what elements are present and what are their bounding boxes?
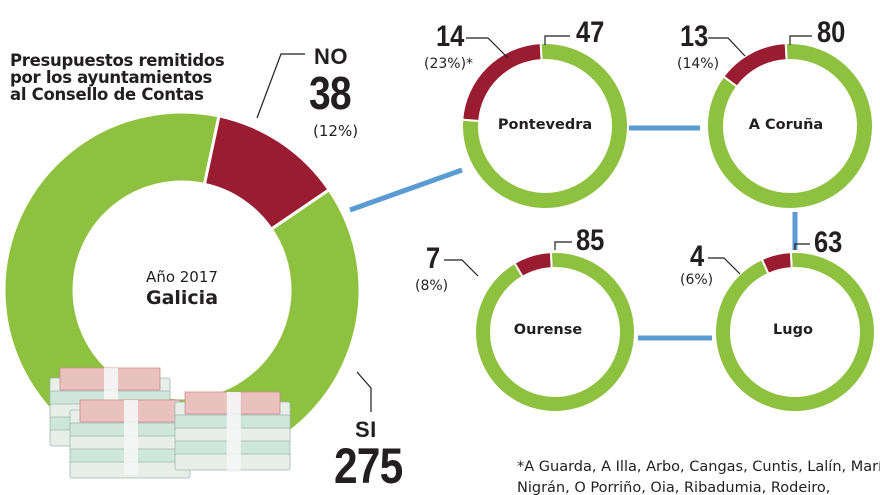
year-label: Año 2017 <box>146 268 218 286</box>
chart-title: Presupuestos remitidos por los ayuntamie… <box>10 51 225 104</box>
region-coruna: A Coruña <box>748 117 824 133</box>
connectors <box>349 125 798 341</box>
leader-line-lugo-no <box>708 257 741 275</box>
lugo-no-value: 4 <box>690 240 705 273</box>
pontevedra-si-value: 47 <box>576 16 605 49</box>
donut-pontevedra <box>461 42 629 210</box>
leader-line-si <box>356 371 372 412</box>
region-pontevedra: Pontevedra <box>497 117 593 133</box>
footnote-line: *A Guarda, A Illa, Arbo, Cangas, Cuntis,… <box>517 459 880 475</box>
slice-si <box>706 42 874 210</box>
footnote: *A Guarda, A Illa, Arbo, Cangas, Cuntis,… <box>517 457 880 495</box>
pontevedra-no-pct: (23%)* <box>424 56 474 72</box>
leader-line-ourense-si <box>554 241 572 250</box>
ourense-no-pct: (8%) <box>415 278 449 294</box>
si-value: 275 <box>334 438 403 494</box>
pontevedra-no-value: 14 <box>436 20 465 53</box>
slice-no <box>760 251 793 276</box>
slice-no <box>202 114 332 232</box>
slice-si <box>474 251 636 413</box>
leader-line-ourense-no <box>444 259 479 277</box>
leader-lines <box>256 35 812 412</box>
footnote-line: Nigrán, O Porriño, Oia, Ribadumia, Rodei… <box>517 480 831 495</box>
region-ourense: Ourense <box>513 322 583 338</box>
coruna-no-value: 13 <box>680 20 709 53</box>
euro-banknotes-illustration <box>49 367 291 479</box>
ourense-si-value: 85 <box>576 224 605 257</box>
no-value: 38 <box>309 67 352 119</box>
region-lugo: Lugo <box>773 322 813 338</box>
slice-si <box>461 42 629 210</box>
coruna-si-value: 80 <box>817 16 846 49</box>
slice-si <box>714 251 876 413</box>
leader-line-pontevedra-si <box>544 35 570 45</box>
title-line: por los ayuntamientos <box>10 68 213 87</box>
ourense-no-value: 7 <box>426 242 441 275</box>
slice-no <box>722 42 788 88</box>
leader-line-coruna-no <box>708 37 746 57</box>
title-line: Presupuestos remitidos <box>10 51 225 70</box>
si-label: SI <box>355 417 377 442</box>
leader-line-lugo-si <box>794 243 810 250</box>
donut-lugo <box>714 251 876 413</box>
region-galicia: Galicia <box>145 287 219 309</box>
leader-line-coruna-si <box>789 35 812 45</box>
connector-line <box>349 167 463 213</box>
coruna-no-pct: (14%) <box>677 56 720 72</box>
leader-line-no <box>256 53 305 119</box>
no-pct: (12%) <box>313 122 359 140</box>
title-line: al Consello de Contas <box>10 85 204 104</box>
lugo-si-value: 63 <box>814 226 843 259</box>
leader-line-pontevedra-no <box>466 37 509 59</box>
lugo-no-pct: (6%) <box>680 272 714 288</box>
donut-ourense <box>474 251 636 413</box>
donut-a-coruña <box>706 42 874 210</box>
no-label: NO <box>314 44 348 69</box>
slice-no <box>461 42 543 123</box>
slice-no <box>513 251 553 279</box>
